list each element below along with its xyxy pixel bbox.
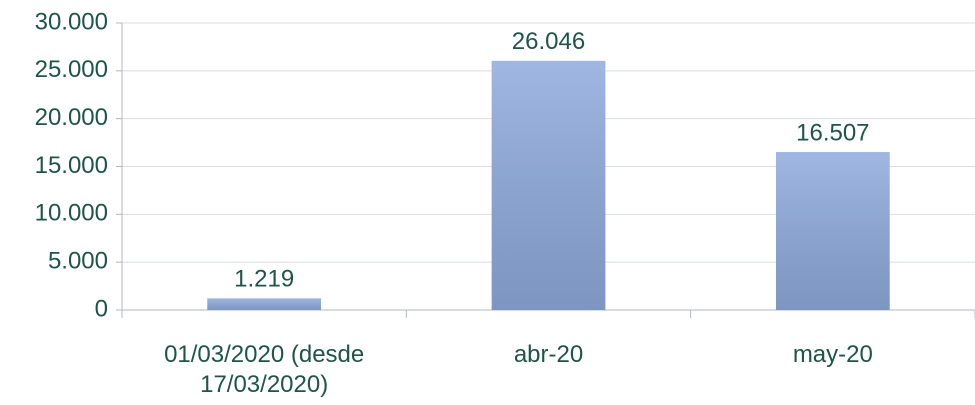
y-tick-label: 25.000	[35, 56, 108, 83]
bar-shade	[775, 152, 890, 310]
x-tick-label: abr-20	[513, 341, 584, 368]
value-label: 26.046	[512, 28, 585, 55]
y-tick-label: 10.000	[35, 200, 108, 227]
x-tick-label: may-20	[792, 341, 873, 368]
value-label: 16.507	[796, 119, 869, 146]
y-tick-label: 30.000	[35, 8, 108, 35]
y-tick-label: 5.000	[48, 248, 108, 275]
y-tick-label: 15.000	[35, 152, 108, 179]
y-tick-label: 0	[95, 295, 108, 322]
value-label: 1.219	[234, 266, 294, 293]
bar-shade	[207, 298, 322, 310]
x-tick-label: 01/03/2020 (desde 17/03/2020)	[164, 341, 365, 398]
y-tick-label: 20.000	[35, 104, 108, 131]
bar-shade	[491, 60, 606, 310]
